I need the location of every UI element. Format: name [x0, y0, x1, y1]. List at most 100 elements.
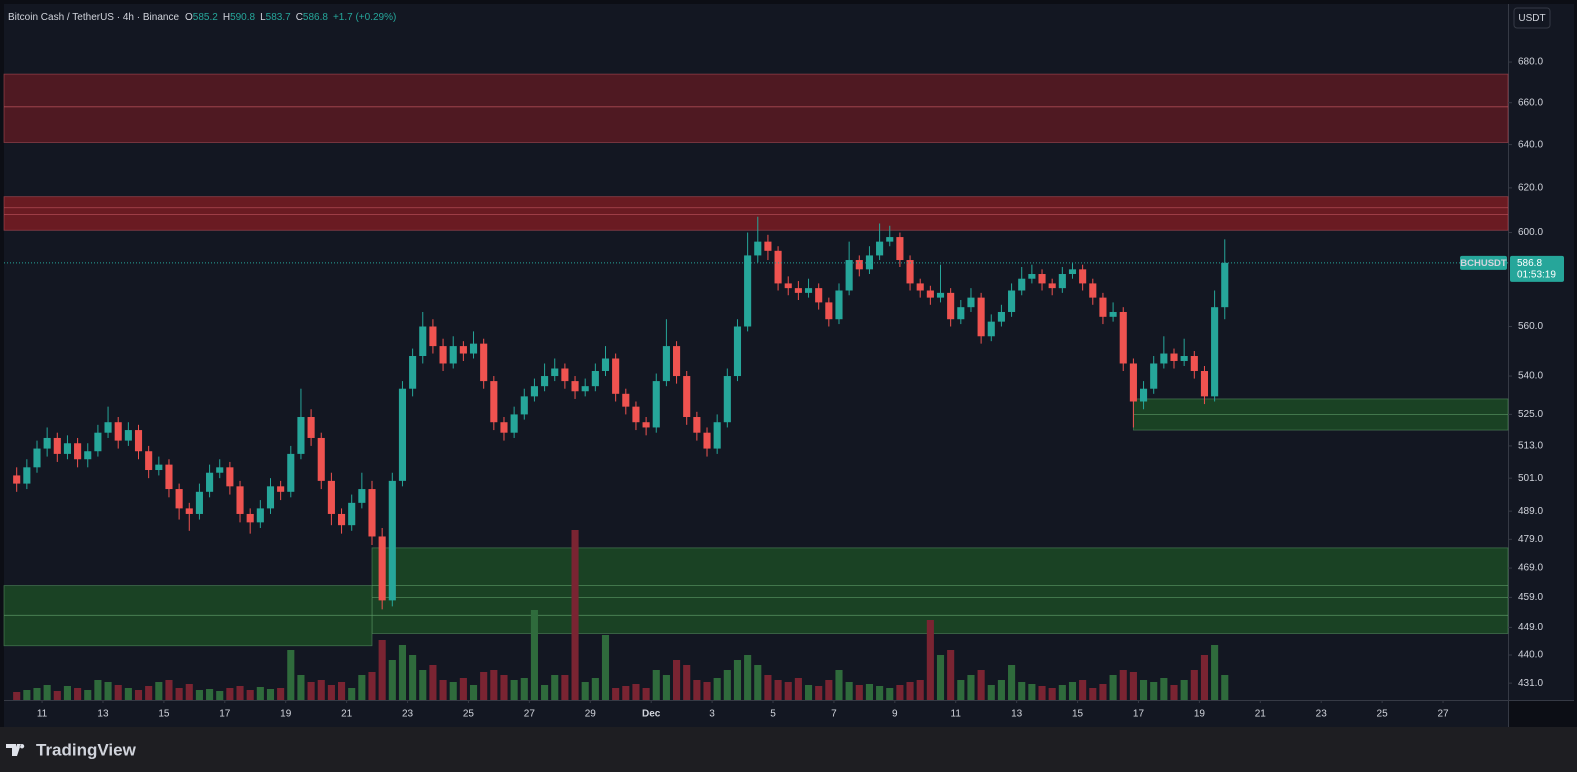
volume-bar	[419, 670, 427, 700]
volume-bar	[1119, 670, 1127, 700]
candle-body	[581, 386, 589, 392]
x-tick-label: 29	[585, 709, 597, 720]
candle-body	[500, 422, 508, 433]
candle-body	[469, 343, 478, 354]
candle-body	[1099, 297, 1107, 317]
candle-body	[804, 288, 813, 293]
candle-body	[226, 467, 234, 487]
x-tick-label: 5	[770, 709, 776, 720]
volume-bar	[266, 689, 275, 700]
candle-body	[886, 237, 894, 242]
volume-bar	[358, 675, 366, 700]
ohlc-value: 585.2	[193, 12, 218, 23]
candle-body	[439, 346, 447, 364]
x-tick-label: 19	[1194, 709, 1206, 720]
candle-body	[957, 307, 965, 320]
volume-bar	[124, 688, 132, 700]
candle-body	[794, 288, 802, 293]
volume-bar	[277, 688, 285, 700]
candle-body	[1028, 274, 1036, 279]
candle-body	[459, 346, 467, 354]
volume-bar	[754, 665, 762, 700]
candle-body	[784, 283, 792, 289]
candle-body	[520, 396, 528, 415]
volume-bar	[1170, 685, 1178, 700]
candle-body	[1170, 353, 1178, 361]
volume-bar	[744, 655, 752, 700]
y-tick-label: 660.0	[1518, 97, 1543, 108]
currency-box[interactable]	[1513, 7, 1551, 29]
candle-body	[266, 486, 275, 509]
volume-bar	[1150, 682, 1158, 700]
volume-bar	[947, 650, 955, 700]
candle-body	[327, 480, 335, 514]
candle-body	[1048, 283, 1056, 289]
volume-bar	[977, 670, 985, 700]
volume-bar	[865, 684, 874, 700]
volume-bar	[957, 680, 965, 700]
y-tick-label: 525.0	[1518, 409, 1543, 420]
candle-body	[967, 297, 975, 308]
y-tick-label: 501.0	[1518, 473, 1543, 484]
footer	[0, 727, 1577, 772]
volume-bar	[774, 680, 782, 700]
candle-body	[683, 376, 691, 418]
volume-bar	[997, 680, 1005, 700]
volume-bar	[1028, 684, 1036, 700]
volume-bar	[246, 690, 254, 700]
volume-bar	[1139, 680, 1148, 700]
volume-bar	[632, 684, 640, 700]
candle-body	[815, 288, 823, 303]
x-tick-label: 21	[341, 709, 353, 720]
volume-bar	[987, 685, 995, 700]
x-tick-label: 17	[1133, 709, 1145, 720]
volume-bar	[368, 672, 376, 700]
volume-bar	[936, 655, 945, 700]
volume-bar	[1180, 680, 1188, 700]
volume-bar	[429, 665, 437, 700]
candle-body	[134, 430, 143, 452]
volume-bar	[84, 690, 92, 700]
candle-body	[591, 371, 599, 387]
volume-bar	[642, 688, 650, 700]
candle-body	[398, 388, 407, 481]
candle-body	[63, 443, 72, 454]
candle-body	[23, 467, 31, 484]
volume-bar	[500, 675, 508, 700]
x-tick-label: 23	[1316, 709, 1328, 720]
y-tick-label: 431.0	[1518, 678, 1543, 689]
volume-bar	[459, 678, 467, 700]
volume-bar	[134, 690, 143, 700]
candle-body	[256, 508, 264, 523]
y-ticks: 680.0 660.0 640.0 620.0 600.0 560.0 540.0 525.0…	[1508, 57, 1543, 689]
candle-body	[1150, 363, 1158, 389]
candle-body	[145, 451, 153, 471]
y-tick-label: 540.0	[1518, 371, 1543, 382]
volume-bar	[815, 686, 823, 700]
candle-body	[1221, 262, 1229, 308]
volume-bar	[530, 610, 538, 700]
volume-bar	[591, 678, 599, 700]
volume-bar	[236, 686, 244, 700]
volume-bar	[1190, 670, 1198, 700]
volume-bar	[1211, 645, 1219, 700]
y-tick-label: 479.0	[1518, 534, 1543, 545]
candle-body	[845, 260, 853, 291]
volume-bar	[33, 688, 41, 700]
candle-body	[977, 297, 985, 337]
volume-bar	[794, 678, 802, 700]
candle-body	[693, 417, 701, 433]
candle-body	[277, 486, 285, 492]
volume-bar	[409, 655, 417, 700]
volume-bar	[439, 680, 447, 700]
x-tick-label: 15	[158, 709, 170, 720]
candle-body	[124, 430, 132, 441]
volume-bar	[835, 670, 843, 700]
x-tick-label: 25	[463, 709, 475, 720]
candle-body	[774, 250, 782, 284]
candle-body	[155, 464, 163, 471]
y-tick-label: 440.0	[1518, 650, 1543, 661]
volume-bar	[571, 530, 579, 700]
